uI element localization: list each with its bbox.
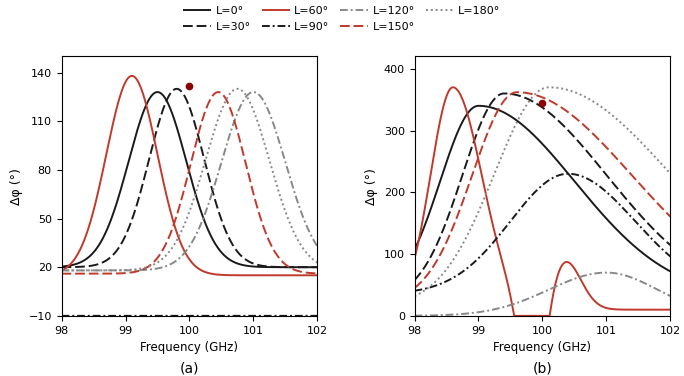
Y-axis label: Δφ (°): Δφ (°) (10, 168, 23, 205)
Text: (b): (b) (533, 362, 552, 376)
Y-axis label: Δφ (°): Δφ (°) (365, 168, 378, 205)
X-axis label: Frequency (GHz): Frequency (GHz) (493, 341, 592, 354)
Text: (a): (a) (180, 362, 199, 376)
Legend: L=0°, L=30°, L=60°, L=90°, L=120°, L=150°, L=180°: L=0°, L=30°, L=60°, L=90°, L=120°, L=150… (179, 2, 505, 36)
X-axis label: Frequency (GHz): Frequency (GHz) (140, 341, 239, 354)
